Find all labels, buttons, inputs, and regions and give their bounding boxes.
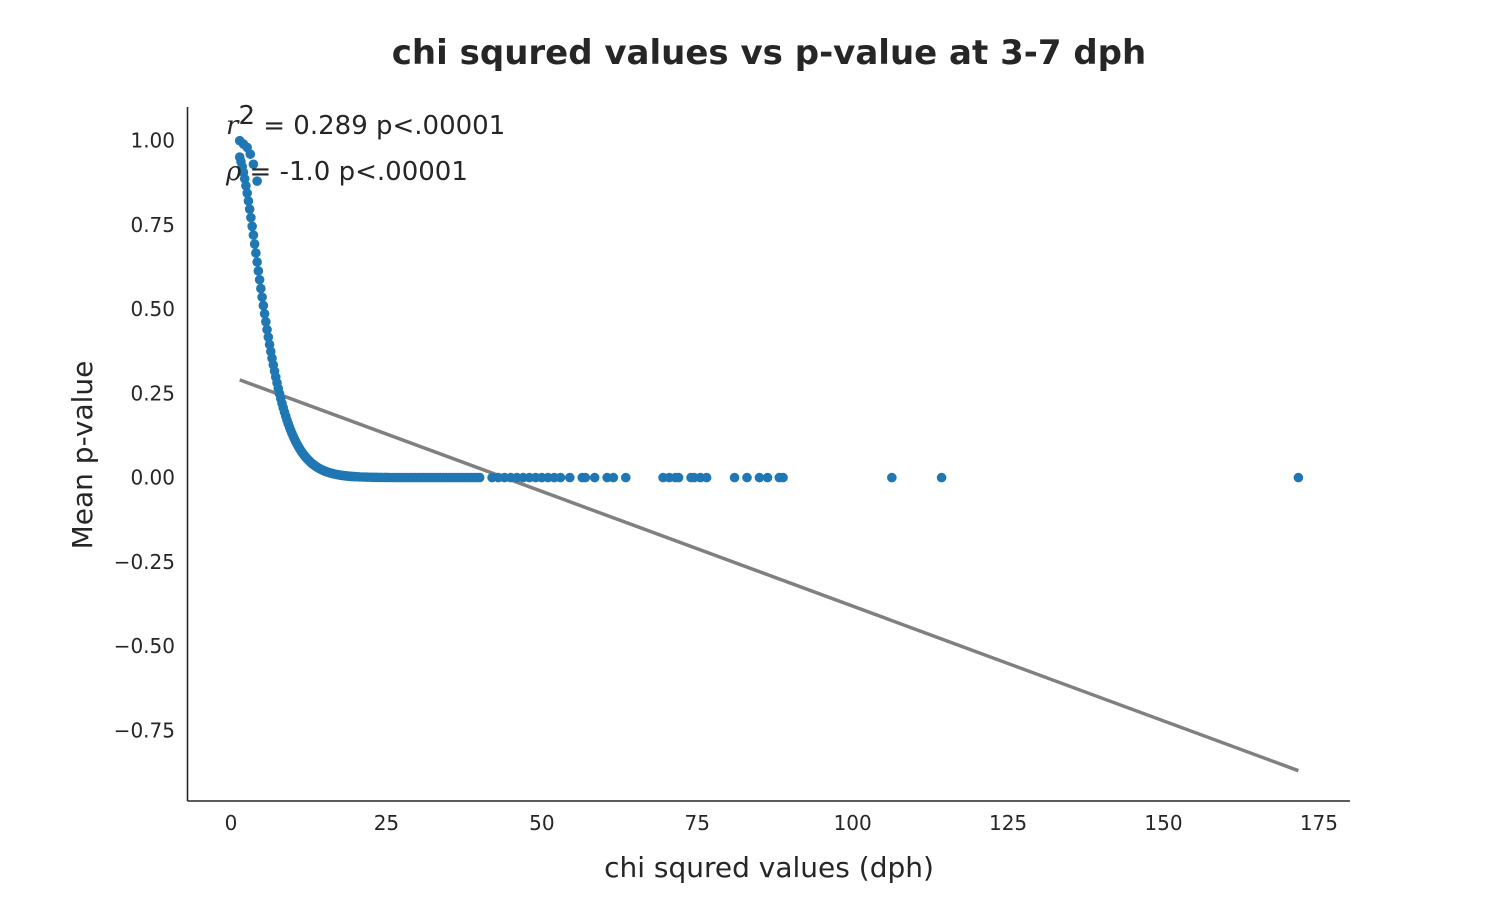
scatter-point (742, 472, 752, 483)
y-axis-label: Mean p-value (66, 361, 99, 550)
scatter-point (248, 230, 259, 240)
scatter-point (754, 472, 765, 483)
scatter-point (263, 332, 274, 342)
scatter-point (762, 472, 773, 483)
y-tick-label: 0.00 (130, 466, 175, 490)
scatter-point (249, 239, 260, 249)
x-tick-label: 100 (834, 811, 872, 835)
scatter-point (252, 176, 262, 186)
scatter-point (580, 472, 591, 483)
x-tick-label: 150 (1144, 811, 1182, 835)
scatter-point (254, 274, 265, 285)
x-tick-label: 0 (225, 811, 238, 835)
scatter-point (253, 266, 264, 276)
regression-line (239, 378, 1300, 773)
y-tick-label: −0.25 (114, 550, 175, 574)
scatter-point (261, 316, 271, 327)
scatter-points (234, 135, 1304, 483)
scatter-point (887, 472, 897, 483)
scatter-point (608, 472, 619, 483)
scatter-point (778, 472, 788, 483)
regression-line-group (239, 378, 1300, 773)
scatter-point (259, 308, 270, 319)
annotation-rho: ρ = -1.0 p<.00001 (225, 157, 468, 187)
x-tick-label: 175 (1300, 811, 1338, 835)
scatter-point (256, 283, 266, 294)
y-tick-label: 0.50 (130, 297, 175, 321)
x-tick-label: 75 (685, 811, 710, 835)
scatter-point (589, 472, 600, 483)
scatter-point (936, 472, 947, 483)
y-tick-label: 0.75 (130, 213, 175, 237)
scatter-point (247, 221, 257, 232)
scatter-point (262, 324, 272, 335)
scatter-point (1293, 472, 1304, 483)
scatter-point (701, 472, 712, 483)
scatter-point (257, 292, 267, 302)
y-tick-label: 0.25 (130, 381, 175, 405)
x-axis-label: chi squred values (dph) (604, 851, 934, 884)
scatter-point (242, 188, 252, 198)
y-tick-label: −0.50 (114, 634, 175, 658)
scatter-point (241, 180, 251, 191)
annotation-rho-symbol: ρ (225, 157, 242, 187)
x-tick-label: 50 (529, 811, 554, 835)
scatter-point (243, 196, 254, 206)
x-tick-label: 125 (989, 811, 1027, 835)
scatter-point (565, 472, 575, 483)
scatter-point (620, 472, 631, 483)
scatter-point (248, 159, 259, 170)
x-tick-label: 25 (374, 811, 399, 835)
scatter-point (246, 212, 256, 223)
scatter-point (251, 248, 261, 258)
annotation-r-superscript: 2 (238, 101, 255, 131)
annotation-r-symbol: r (226, 111, 240, 141)
y-tick-labels: 1.00 0.75 0.50 0.25 0.00 −0.25 −0.50 −0.75 (114, 129, 175, 743)
scatter-point (555, 472, 566, 483)
annotation-r-text: = 0.289 p<.00001 (255, 111, 505, 141)
x-tick-labels: 0 25 50 75 100 125 150 175 (225, 811, 1338, 835)
chart-title: chi squred values vs p-value at 3-7 dph (392, 33, 1146, 73)
scatter-point (252, 257, 262, 267)
scatter-point (245, 149, 256, 159)
annotation-rho-text: = -1.0 p<.00001 (241, 157, 468, 187)
scatter-point (258, 300, 269, 311)
annotation-r-squared: r2 = 0.289 p<.00001 (226, 101, 505, 141)
scatter-point (673, 472, 684, 483)
scatter-point (474, 472, 485, 483)
scatter-point (244, 204, 255, 214)
scatter-point (729, 472, 740, 483)
plot-area: 0 25 50 75 100 125 150 175 1.00 0.75 0.50 0.25 0.00… (114, 107, 1350, 835)
y-tick-label: 1.00 (130, 129, 175, 153)
y-tick-label: −0.75 (114, 718, 175, 742)
